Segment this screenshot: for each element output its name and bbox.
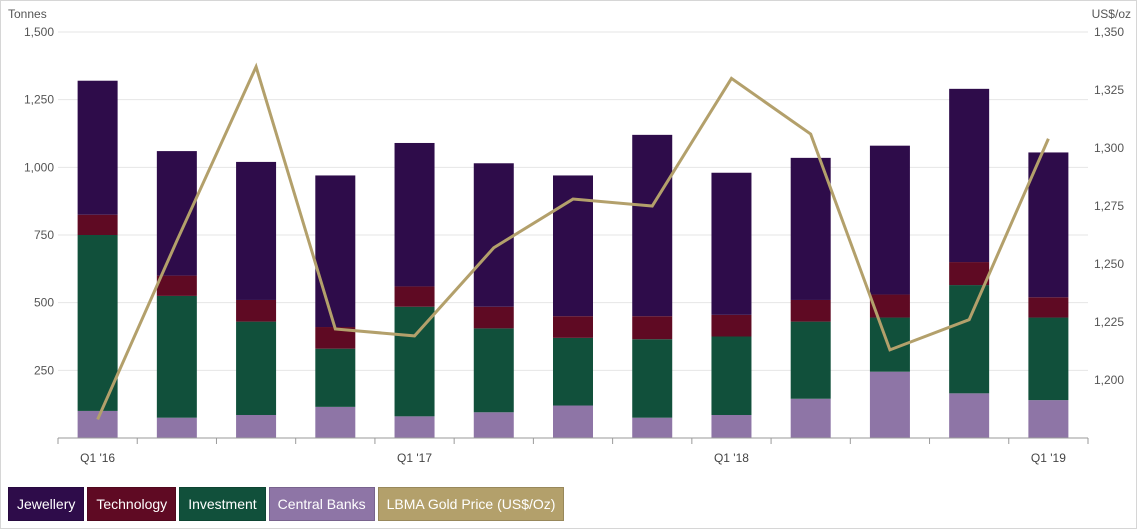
legend-item-central-banks[interactable]: Central Banks bbox=[268, 487, 375, 521]
bar-segment-technology[interactable] bbox=[1028, 297, 1069, 318]
right-tick-label: 1,275 bbox=[1094, 199, 1124, 213]
stacked-bar-line-chart: Tonnes US$/oz 250 500 750 1,000 1,250 1,500 1,… bbox=[8, 7, 1131, 465]
right-axis-title: US$/oz bbox=[1092, 7, 1131, 21]
bar-segment-investment[interactable] bbox=[949, 285, 990, 394]
x-tick-label: Q1 '17 bbox=[397, 451, 432, 465]
bar-segment-central-banks[interactable] bbox=[473, 412, 514, 438]
bar-segment-jewellery[interactable] bbox=[553, 175, 593, 317]
bar-segment-technology[interactable] bbox=[77, 214, 118, 235]
right-tick-label: 1,250 bbox=[1094, 257, 1124, 271]
left-axis-title: Tonnes bbox=[8, 7, 47, 21]
bar-segment-jewellery[interactable] bbox=[473, 163, 514, 307]
bar-segment-technology[interactable] bbox=[473, 306, 514, 329]
right-tick-label: 1,225 bbox=[1094, 315, 1124, 329]
bar-segment-investment[interactable] bbox=[77, 235, 118, 411]
axes: Tonnes US$/oz 250 500 750 1,000 1,250 1,500 1,… bbox=[8, 7, 1131, 465]
bar-segment-investment[interactable] bbox=[394, 306, 435, 417]
left-tick-label: 1,500 bbox=[24, 25, 54, 39]
bar-segment-jewellery[interactable] bbox=[790, 157, 831, 300]
bar-segment-investment[interactable] bbox=[553, 337, 593, 406]
bar-segment-jewellery[interactable] bbox=[315, 175, 356, 328]
bar-segment-jewellery[interactable] bbox=[632, 134, 673, 317]
bar-segment-jewellery[interactable] bbox=[236, 161, 277, 300]
gold-price-polyline[interactable] bbox=[96, 62, 1050, 421]
bar-segment-central-banks[interactable] bbox=[632, 417, 673, 438]
chart-legend: Jewellery Technology Investment Central Ban… bbox=[8, 487, 565, 521]
right-tick-label: 1,200 bbox=[1094, 373, 1124, 387]
x-tick-label: Q1 '18 bbox=[714, 451, 749, 465]
bar-segment-technology[interactable] bbox=[553, 316, 593, 338]
legend-item-investment[interactable]: Investment bbox=[179, 487, 266, 521]
bar-stacks bbox=[77, 80, 1069, 438]
bar-segment-technology[interactable] bbox=[156, 275, 197, 296]
bar-segment-central-banks[interactable] bbox=[553, 405, 593, 438]
bar-segment-jewellery[interactable] bbox=[711, 172, 752, 315]
bar-segment-central-banks[interactable] bbox=[77, 410, 118, 438]
legend-item-technology[interactable]: Technology bbox=[87, 487, 177, 521]
bar-segment-investment[interactable] bbox=[1028, 317, 1069, 401]
left-tick-label: 500 bbox=[34, 296, 54, 310]
legend-item-jewellery[interactable]: Jewellery bbox=[8, 487, 85, 521]
bar-segment-investment[interactable] bbox=[315, 348, 356, 407]
bar-segment-technology[interactable] bbox=[949, 262, 990, 286]
bar-segment-technology[interactable] bbox=[315, 327, 356, 349]
bar-segment-central-banks[interactable] bbox=[315, 406, 356, 438]
bar-segment-technology[interactable] bbox=[632, 316, 673, 340]
legend-item-lbma-gold-price-us-oz[interactable]: LBMA Gold Price (US$/Oz) bbox=[377, 487, 565, 521]
right-tick-label: 1,350 bbox=[1094, 25, 1124, 39]
bar-segment-investment[interactable] bbox=[473, 328, 514, 413]
left-tick-label: 750 bbox=[34, 228, 54, 242]
bar-segment-investment[interactable] bbox=[711, 336, 752, 415]
bar-segment-central-banks[interactable] bbox=[156, 417, 197, 438]
bar-segment-central-banks[interactable] bbox=[1028, 400, 1069, 438]
bar-segment-jewellery[interactable] bbox=[1028, 152, 1069, 298]
bar-segment-technology[interactable] bbox=[869, 294, 910, 318]
x-tick-label: Q1 '16 bbox=[80, 451, 115, 465]
gridlines bbox=[58, 31, 1088, 371]
left-tick-label: 1,250 bbox=[24, 93, 54, 107]
left-tick-label: 1,000 bbox=[24, 160, 54, 174]
bar-segment-central-banks[interactable] bbox=[790, 398, 831, 438]
right-tick-label: 1,325 bbox=[1094, 83, 1124, 97]
bar-segment-investment[interactable] bbox=[790, 321, 831, 399]
bar-segment-central-banks[interactable] bbox=[869, 371, 910, 438]
bar-segment-technology[interactable] bbox=[236, 299, 277, 322]
bar-segment-technology[interactable] bbox=[790, 299, 831, 322]
right-tick-label: 1,300 bbox=[1094, 141, 1124, 155]
bar-segment-technology[interactable] bbox=[711, 314, 752, 337]
x-tick-label: Q1 '19 bbox=[1031, 451, 1066, 465]
bar-segment-central-banks[interactable] bbox=[711, 414, 752, 438]
bar-segment-jewellery[interactable] bbox=[949, 88, 990, 263]
bar-segment-technology[interactable] bbox=[394, 286, 435, 307]
bar-segment-jewellery[interactable] bbox=[869, 145, 910, 295]
bar-segment-investment[interactable] bbox=[632, 339, 673, 418]
gold-price-line bbox=[96, 62, 1050, 421]
bar-segment-central-banks[interactable] bbox=[949, 393, 990, 438]
bar-segment-central-banks[interactable] bbox=[236, 414, 277, 438]
bar-segment-jewellery[interactable] bbox=[394, 142, 435, 287]
left-tick-label: 250 bbox=[34, 363, 54, 377]
bar-segment-central-banks[interactable] bbox=[394, 416, 435, 438]
bar-segment-investment[interactable] bbox=[156, 295, 197, 418]
bar-segment-investment[interactable] bbox=[236, 321, 277, 415]
bar-segment-jewellery[interactable] bbox=[77, 80, 118, 215]
